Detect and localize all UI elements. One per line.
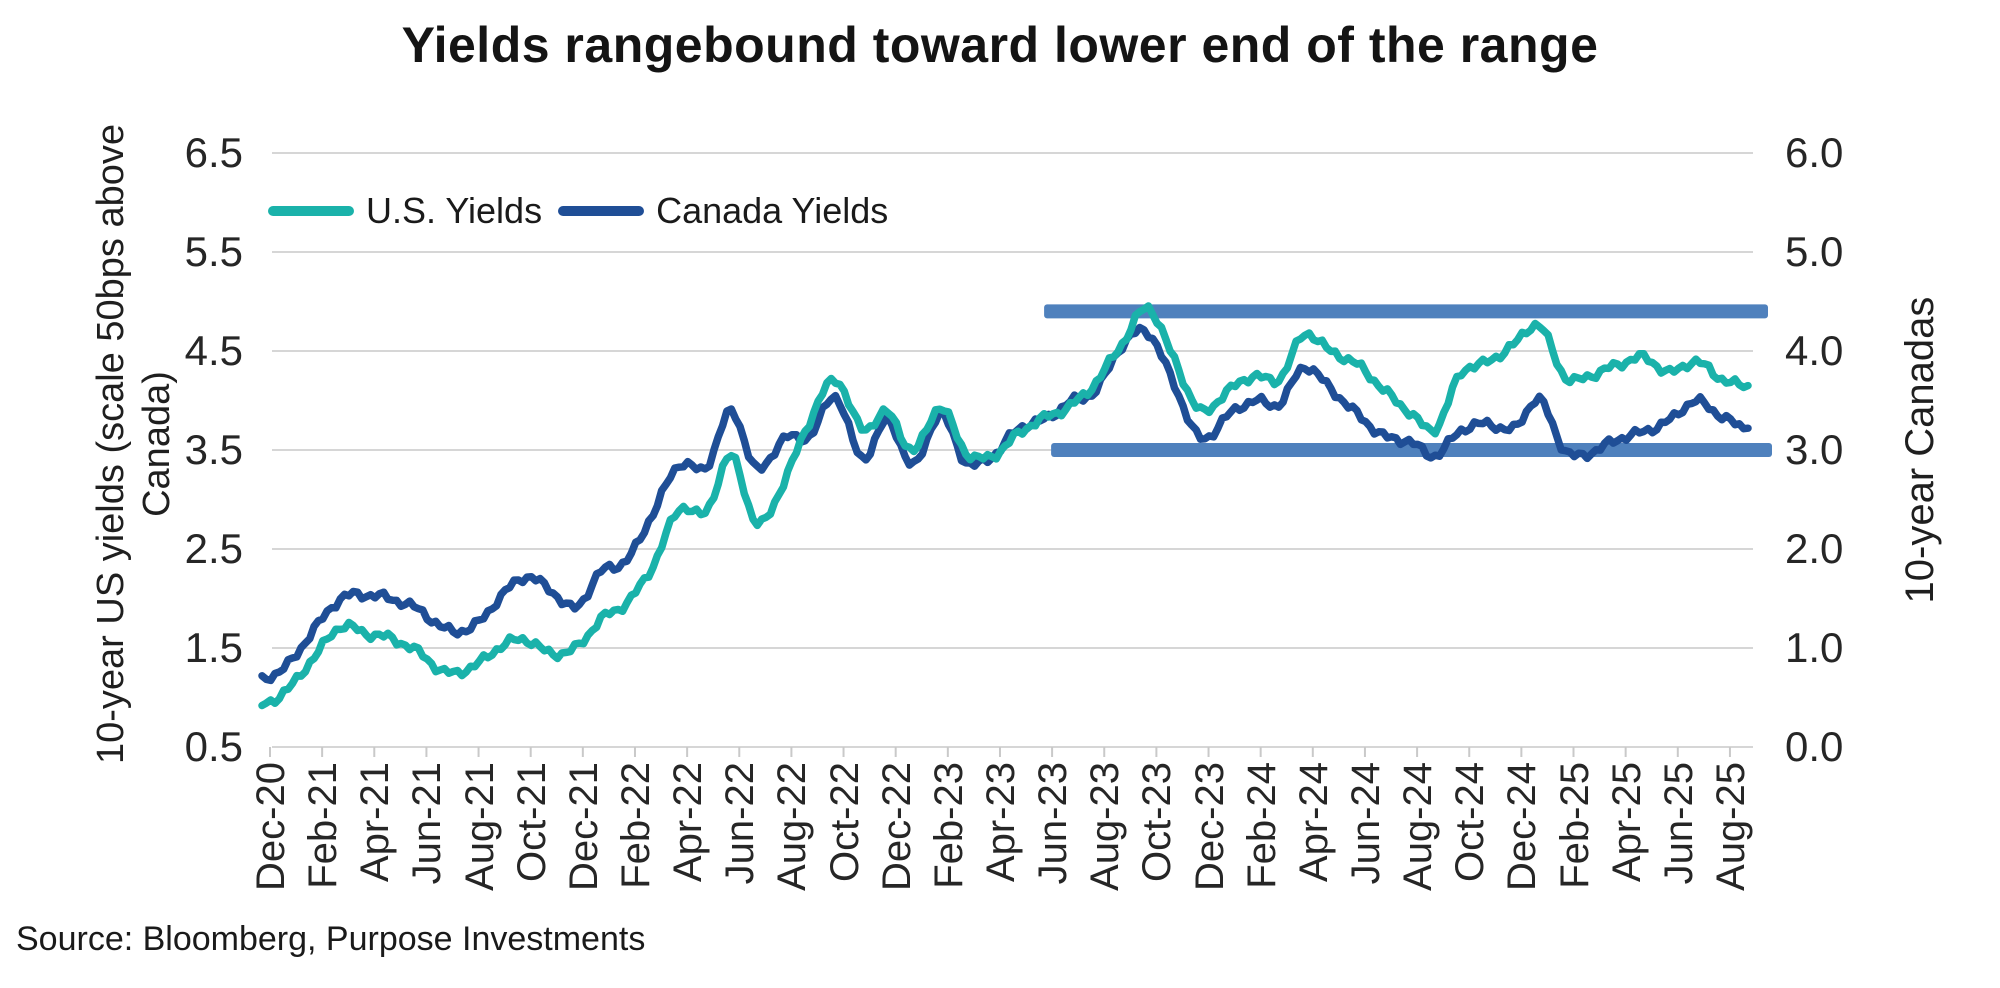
y-axis-tick-label-right: 2.0 [1785, 525, 1844, 572]
x-axis-tick-label: Oct-23 [1135, 762, 1180, 883]
us-yields-legend-label: U.S. Yields [366, 190, 543, 231]
y-axis-tick-label-right: 4.0 [1785, 327, 1844, 374]
y-axis-tick-label-right: 0.0 [1785, 723, 1844, 770]
x-axis-tick-label: Aug-25 [1708, 762, 1753, 891]
x-axis-tick-label: Jun-23 [1031, 762, 1076, 885]
y-axis-tick-label-left: 3.5 [184, 426, 243, 473]
chart-title: Yields rangebound toward lower end of th… [401, 17, 1599, 73]
x-axis-tick-label: Jun-24 [1343, 762, 1388, 885]
canada-yields-line [258, 323, 1752, 685]
y-axis-tick-label-right: 3.0 [1785, 426, 1844, 473]
x-axis-tick-label: Dec-20 [249, 762, 293, 891]
x-axis-tick-label: Feb-24 [1239, 762, 1284, 889]
x-axis-tick-label: Aug-22 [770, 762, 815, 891]
x-axis-tick-label: Apr-21 [353, 762, 398, 883]
x-axis-tick-label: Oct-22 [822, 762, 867, 883]
x-axis-tick-label: Feb-21 [301, 762, 346, 889]
y-axis-tick-label-right: 1.0 [1785, 624, 1844, 671]
x-axis-tick-label: Feb-23 [926, 762, 971, 889]
x-axis-tick-label: Aug-24 [1396, 762, 1441, 891]
x-axis-tick-label: Apr-24 [1291, 762, 1336, 883]
x-axis-tick-label: Feb-25 [1552, 762, 1597, 889]
y-axis-tick-label-right: 5.0 [1785, 228, 1844, 275]
us-yields-legend-swatch [268, 206, 354, 216]
x-axis-tick-label: Jun-21 [405, 762, 450, 885]
x-axis-tick-label: Dec-24 [1500, 762, 1545, 891]
y-axis-tick-label-left: 4.5 [184, 327, 243, 374]
x-axis-tick-label: Apr-23 [978, 762, 1023, 883]
y-axis-tick-label-left: 2.5 [184, 525, 243, 572]
source-note: Source: Bloomberg, Purpose Investments [16, 920, 646, 958]
y-axis-tick-label-left: 0.5 [184, 723, 243, 770]
x-axis-tick-label: Dec-22 [874, 762, 919, 891]
canada-yields-legend-label: Canada Yields [656, 190, 889, 231]
x-axis-tick-label: Feb-22 [613, 762, 658, 889]
range-band-upper [1044, 304, 1768, 319]
y-axis-tick-label-left: 5.5 [184, 228, 243, 275]
legend: U.S. Yields Canada Yields [268, 190, 888, 232]
x-axis-tick-label: Jun-25 [1656, 762, 1701, 885]
x-axis-tick-label: Oct-24 [1448, 762, 1493, 883]
x-axis-tick-label: Apr-25 [1604, 762, 1649, 883]
canada-yields-legend-swatch [558, 206, 645, 216]
right-axis-title: 10-year Canadas [1898, 296, 1942, 604]
y-axis-tick-label-left: 6.5 [184, 129, 243, 176]
x-axis-tick-label: Aug-21 [457, 762, 502, 891]
y-axis-tick-label-right: 6.0 [1785, 129, 1844, 176]
y-axis-tick-label-left: 1.5 [184, 624, 243, 671]
x-axis-tick-label: Jun-22 [718, 762, 763, 885]
x-axis-tick-label: Dec-21 [561, 762, 606, 891]
x-axis-tick-label: Dec-23 [1187, 762, 1232, 891]
x-axis-tick-label: Oct-21 [509, 762, 554, 883]
x-axis-tick-label: Aug-23 [1083, 762, 1128, 891]
us-yields-line [258, 302, 1752, 710]
x-axis-tick-label: Apr-22 [666, 762, 711, 883]
